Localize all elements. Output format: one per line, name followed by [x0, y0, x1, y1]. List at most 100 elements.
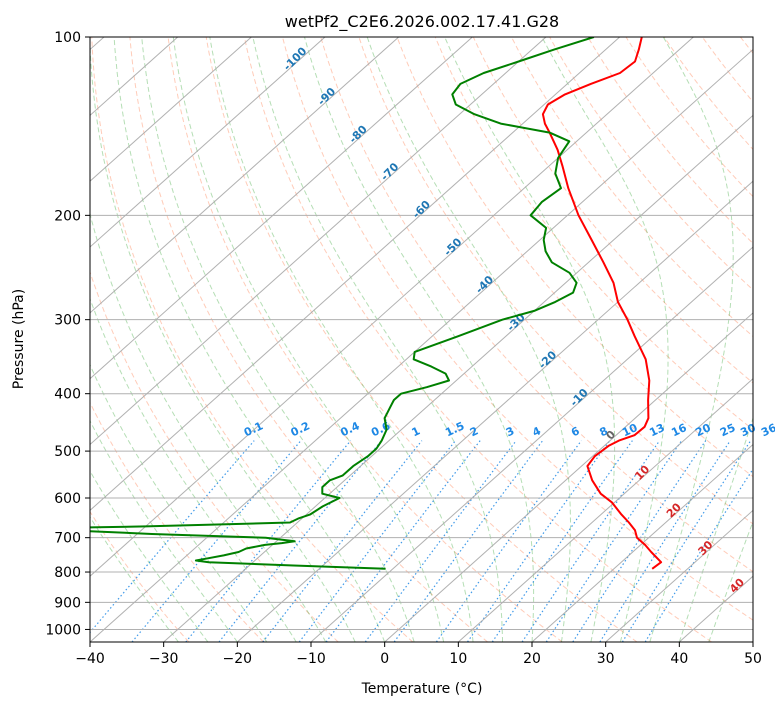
y-tick-label: 100: [54, 30, 81, 46]
moist-adiabat: [649, 37, 734, 642]
x-tick-label: −30: [149, 651, 179, 667]
y-tick-label: 900: [54, 595, 81, 611]
mixing-ratio-label: 0.4: [338, 419, 361, 439]
mixing-ratio-line: [298, 440, 456, 642]
dry-adiabat: [740, 37, 753, 54]
moist-adiabat: [113, 37, 386, 642]
isotherm-line: [90, 37, 694, 577]
background-lines: [90, 37, 753, 642]
isotherm-line: [90, 37, 621, 512]
mixing-ratio-label: 0.2: [289, 419, 312, 439]
dry-adiabat: [90, 510, 190, 642]
dry-adiabat: [129, 37, 488, 642]
dry-adiabat: [282, 37, 753, 621]
dry-adiabat: [205, 37, 638, 642]
moist-adiabat: [444, 37, 616, 642]
mixing-ratio-label: 25: [718, 421, 737, 439]
temperature-line: [541, 37, 663, 570]
moist-adiabat: [541, 37, 669, 642]
isotherm-line: [236, 180, 753, 642]
x-tick-label: −40: [75, 651, 105, 667]
isotherm-line: [752, 641, 753, 642]
moist-adiabat: [90, 419, 238, 642]
mixing-ratio-line: [131, 440, 302, 642]
mixing-ratio-line: [90, 440, 255, 634]
isotherm-label: -40: [473, 273, 496, 296]
chart-title: wetPf2_C2E6.2026.002.17.41.G28: [285, 12, 559, 32]
isotherm-label: -20: [536, 348, 559, 371]
dry-adiabat: [511, 37, 753, 338]
x-axis-label: Temperature (°C): [361, 681, 483, 697]
mixing-ratio-line: [467, 440, 611, 642]
mixing-ratio-line: [393, 440, 544, 642]
isotherm-line: [90, 37, 252, 182]
dry-adiabat: [320, 37, 753, 573]
dry-adiabat: [243, 37, 712, 642]
mixing-ratio-line: [435, 440, 582, 642]
isotherm-line: [90, 37, 473, 380]
x-tick-label: 50: [744, 651, 762, 667]
moist-adiabat: [141, 37, 415, 642]
mixing-ratio-line: [218, 440, 382, 642]
isotherm-line: [678, 575, 753, 642]
moist-adiabat: [172, 37, 445, 642]
y-tick-label: 600: [54, 491, 81, 507]
dry-adiabat: [91, 37, 414, 642]
isotherm-label: -80: [347, 122, 370, 145]
mixing-ratio-label: 16: [669, 421, 689, 439]
mixing-ratio-label: 1.5: [443, 419, 466, 439]
y-axis-label: Pressure (hPa): [11, 289, 27, 389]
moist-adiabat: [90, 516, 179, 642]
moist-adiabat: [90, 211, 327, 642]
mixing-ratio-label: 13: [647, 421, 666, 439]
x-axis: −40 −30 −20 −10 0 10 20 30 40 50: [75, 642, 762, 667]
dry-adiabat: [663, 37, 753, 151]
isotherm-label: -90: [315, 85, 338, 108]
isotherm-line: [90, 37, 326, 248]
mixing-ratio-label: 4: [530, 424, 543, 439]
dry-adiabat: [396, 37, 753, 478]
mixing-ratio-label: 1: [410, 424, 422, 439]
y-tick-label: 700: [54, 531, 81, 547]
moist-adiabat: [366, 37, 571, 642]
isotherm-label: 40: [727, 575, 747, 595]
moist-adiabat: [304, 37, 535, 642]
mixing-ratio-line: [364, 440, 517, 642]
isotherm-label: -50: [441, 235, 464, 258]
moist-adiabat: [90, 470, 209, 642]
moist-adiabat: [90, 363, 268, 642]
y-tick-label: 1000: [45, 622, 81, 638]
y-tick-label: 400: [54, 387, 81, 403]
y-axis: 100 200 300 400 500 600 700 800 900 1000: [45, 30, 90, 638]
moist-adiabat: [209, 37, 474, 642]
isotherm-line: [531, 443, 753, 642]
y-tick-label: 300: [54, 313, 81, 329]
moist-adiabat: [708, 520, 753, 642]
dry-adiabat: [587, 37, 753, 245]
mixing-ratio-label: 30: [738, 421, 758, 439]
mixing-ratio-line: [599, 440, 731, 642]
mixing-ratio-label: 6: [569, 424, 582, 439]
isotherm-label: -60: [410, 198, 433, 221]
mixing-ratio-line: [521, 440, 661, 642]
moist-adiabat: [90, 37, 356, 642]
moist-adiabat: [90, 297, 297, 642]
plot-frame: [89, 36, 754, 643]
dry-adiabat: [90, 270, 339, 642]
y-tick-label: 200: [54, 208, 81, 224]
isotherm-line: [90, 37, 547, 446]
dry-adiabat: [90, 401, 264, 642]
grid-lines: [90, 37, 753, 642]
isotherm-line: [90, 48, 753, 642]
x-tick-label: 30: [597, 651, 615, 667]
isotherm-line: [457, 378, 753, 642]
isotherm-label: -70: [378, 160, 401, 183]
isotherm-line: [605, 509, 753, 642]
x-tick-label: −10: [296, 651, 326, 667]
dry-adiabat: [358, 37, 753, 525]
mixing-ratio-line: [572, 440, 707, 642]
x-tick-label: 0: [380, 651, 389, 667]
x-tick-label: 40: [670, 651, 688, 667]
dry-adiabat: [549, 37, 753, 291]
